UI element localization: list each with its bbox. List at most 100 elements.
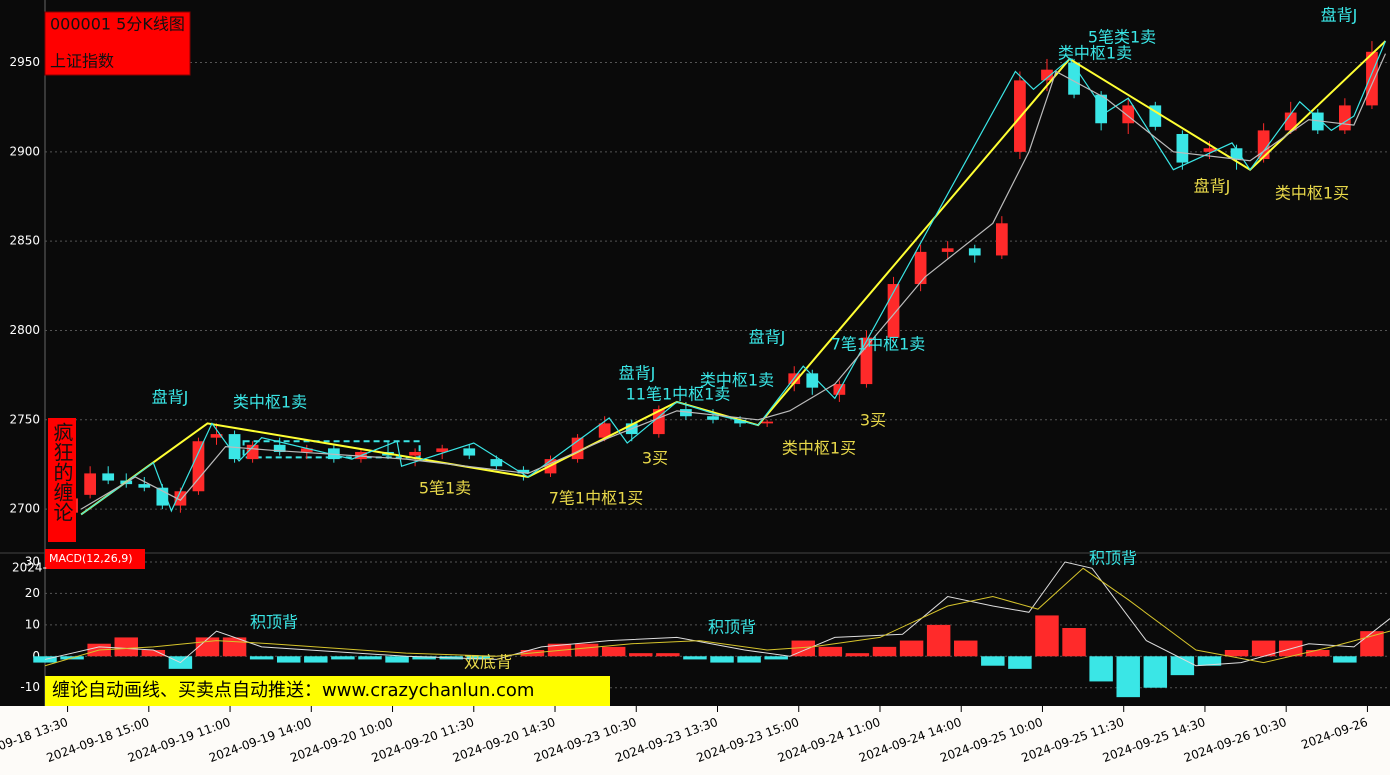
macd-bar bbox=[872, 646, 897, 657]
candle-body bbox=[995, 223, 1008, 256]
candle-body bbox=[409, 451, 421, 456]
macd-bar bbox=[899, 640, 924, 657]
title-box bbox=[44, 11, 191, 76]
candle-body bbox=[968, 248, 981, 256]
candle-body bbox=[156, 487, 169, 506]
candle-body bbox=[1041, 69, 1053, 81]
candle-body bbox=[806, 373, 819, 388]
candle-body bbox=[84, 473, 97, 495]
candle-body bbox=[246, 444, 259, 460]
candle-body bbox=[192, 441, 205, 492]
line bbox=[44, 567, 1390, 667]
macd-bar bbox=[710, 656, 734, 663]
annotation: 类中枢1买 bbox=[1275, 184, 1349, 203]
macd-bar bbox=[845, 653, 870, 657]
annotation: 双底背 bbox=[464, 653, 512, 672]
macd-bar bbox=[629, 653, 653, 657]
annotation: 类中枢1卖 bbox=[1058, 44, 1132, 63]
y-tick-label: 2850 bbox=[9, 234, 40, 248]
macd-bar bbox=[1089, 656, 1113, 682]
candle-body bbox=[273, 444, 286, 452]
candle-body bbox=[210, 434, 223, 438]
annotation: 盘背J bbox=[1321, 6, 1358, 25]
annotation: 积顶背 bbox=[1089, 549, 1137, 568]
y-tick-label: -10 bbox=[20, 680, 40, 694]
candle-body bbox=[1176, 133, 1189, 163]
y-tick-label: 2900 bbox=[9, 144, 40, 158]
candle-body bbox=[1366, 51, 1378, 106]
candle-body bbox=[761, 421, 774, 424]
annotation: 3买 bbox=[642, 449, 668, 468]
macd-bar bbox=[574, 643, 599, 657]
watermark: 疯狂的缠论 bbox=[50, 422, 74, 522]
candle-body bbox=[1284, 112, 1297, 131]
x-tick-label: 2024-09-26 bbox=[1299, 715, 1369, 752]
candle-body bbox=[1311, 112, 1324, 131]
macd-bar bbox=[276, 656, 301, 663]
annotation: 盘背J bbox=[1194, 177, 1231, 196]
candle-body bbox=[1095, 94, 1108, 124]
y-tick-label: 2750 bbox=[9, 412, 40, 426]
macd-bar bbox=[683, 656, 707, 660]
y-tick-label: 0 bbox=[32, 649, 40, 663]
macd-bar bbox=[1143, 656, 1168, 688]
candle-body bbox=[571, 437, 584, 460]
annotation: 盘背J bbox=[152, 388, 189, 407]
watermark-box bbox=[48, 418, 76, 542]
macd-bar bbox=[656, 653, 680, 657]
macd-bar bbox=[1116, 656, 1140, 698]
candle-body bbox=[228, 434, 241, 460]
candle-body bbox=[707, 416, 719, 420]
line bbox=[80, 40, 1387, 516]
candle-body bbox=[887, 284, 900, 338]
candle-body bbox=[517, 469, 530, 474]
candle-body bbox=[174, 491, 187, 506]
candle-body bbox=[138, 484, 151, 488]
annotation: 盘背J bbox=[619, 364, 656, 383]
y-tick-label: 2700 bbox=[9, 502, 40, 516]
candle-body bbox=[734, 419, 746, 424]
macd-bar bbox=[737, 656, 761, 663]
annotation: 积顶背 bbox=[708, 618, 756, 637]
candle-body bbox=[680, 409, 692, 417]
annotation: 7笔1中枢1买 bbox=[549, 489, 644, 508]
candle-body bbox=[1230, 148, 1243, 159]
plot-background bbox=[0, 0, 1390, 706]
y-tick-label: 10 bbox=[25, 617, 40, 631]
candle-body bbox=[463, 448, 476, 456]
macd-bar bbox=[1035, 615, 1059, 657]
y-tick-label: 20 bbox=[25, 586, 40, 600]
annotation: 7笔1中枢1卖 bbox=[831, 335, 926, 354]
candle-body bbox=[941, 248, 954, 252]
macd-bar bbox=[818, 646, 843, 657]
candle-body bbox=[490, 459, 503, 467]
macd-bar bbox=[1224, 650, 1249, 657]
macd-bar bbox=[601, 646, 626, 657]
candle-body bbox=[300, 448, 313, 452]
macd-bar bbox=[1062, 628, 1086, 657]
candle-body bbox=[914, 251, 927, 285]
macd-bar bbox=[981, 656, 1005, 666]
candle-body bbox=[1338, 105, 1351, 131]
annotation: 类中枢1卖 bbox=[233, 393, 307, 412]
y-tick-label: 2950 bbox=[9, 55, 40, 69]
candle-body bbox=[598, 423, 611, 438]
candle-body bbox=[1203, 148, 1216, 152]
macd-bar bbox=[764, 656, 788, 660]
banner: 缠论自动画线、买卖点自动推送：www.crazychanlun.com bbox=[52, 680, 534, 701]
annotation: 类中枢1买 bbox=[782, 439, 856, 458]
candle-body bbox=[436, 448, 449, 452]
chart-subtitle: 上证指数 bbox=[50, 52, 114, 71]
macd-bar bbox=[926, 624, 951, 657]
macd-bar bbox=[1170, 656, 1195, 676]
annotation: 类中枢1卖 bbox=[700, 371, 774, 390]
annotation: 盘背J bbox=[749, 328, 786, 347]
macd-bar bbox=[1333, 656, 1357, 663]
macd-bar bbox=[1197, 656, 1222, 666]
candle-body bbox=[1068, 62, 1080, 95]
chart-title: 000001 5分K线图 bbox=[50, 15, 185, 34]
macd-bar bbox=[954, 640, 978, 657]
candle-body bbox=[1149, 105, 1162, 127]
line bbox=[80, 40, 1387, 515]
candle-body bbox=[652, 409, 665, 435]
